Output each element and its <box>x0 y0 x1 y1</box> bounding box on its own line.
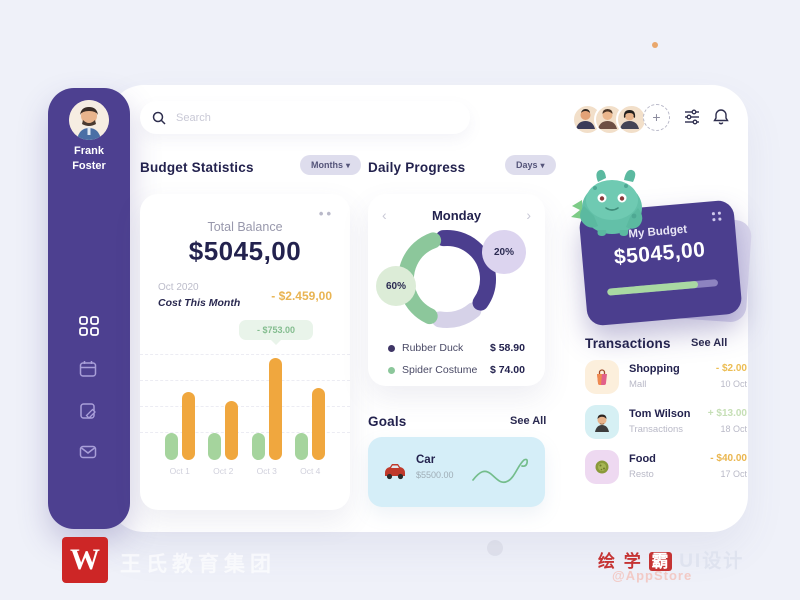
bulbasaur-toy-icon <box>571 169 643 236</box>
filter-settings-button[interactable] <box>683 108 703 128</box>
total-balance-amount: $5045,00 <box>188 236 302 266</box>
transaction-row-food[interactable]: Food Resto - $40.00 17 Oct <box>585 450 747 486</box>
search-input[interactable] <box>174 110 418 125</box>
sidebar-item-notes[interactable] <box>79 402 99 422</box>
person-icon <box>585 405 619 439</box>
next-day-button[interactable]: › <box>526 207 531 223</box>
chevron-down-icon: ▾ <box>540 161 545 170</box>
transactions-see-all[interactable]: See All <box>691 337 728 349</box>
sliders-filter-icon <box>685 109 699 125</box>
donut-svg <box>398 230 496 328</box>
add-member-button[interactable]: + <box>643 104 670 131</box>
sidebar-item-dashboard[interactable] <box>79 316 99 336</box>
legend-item: Spider Costume $ 74.00 <box>388 364 525 378</box>
months-filter-button[interactable]: Months ▾ <box>300 155 362 175</box>
watermark-left-text: 王氏教育集团 <box>120 553 276 576</box>
user-name: Frank Foster <box>72 145 106 172</box>
sidebar: Frank Foster <box>48 88 130 575</box>
goal-name: Car <box>416 454 436 466</box>
donut-badge-60: 60% <box>376 266 416 306</box>
bar-chart: Oct 1 Oct 2 Oct 3 Oct 4 <box>158 352 333 476</box>
watermark-appstore-text: @AppStore <box>612 568 693 583</box>
bar-group: Oct 3 <box>245 352 289 476</box>
bar-tooltip: - $753.00 <box>239 320 313 345</box>
budget-statistics-title: Budget Statistics <box>140 160 254 175</box>
donut-chart <box>382 214 512 344</box>
notification-bell-icon <box>713 109 729 125</box>
total-balance-label: Total Balance <box>207 220 283 234</box>
notifications-button[interactable] <box>712 108 732 128</box>
cost-this-month-value: - $2.459,00 <box>271 289 332 303</box>
car-icon <box>385 464 405 480</box>
goal-sparkline <box>472 458 529 484</box>
calendar-icon <box>79 361 97 377</box>
grid-dashboard-icon <box>79 316 99 336</box>
watermark-logo: W <box>62 537 108 583</box>
prev-day-button[interactable]: ‹ <box>382 207 387 223</box>
cost-this-month-label: Cost This Month <box>158 297 241 309</box>
balance-period: Oct 2020 <box>158 282 199 293</box>
food-icon <box>585 450 619 484</box>
transactions-title: Transactions <box>585 336 671 351</box>
search-icon <box>152 111 166 125</box>
notes-icon <box>80 403 96 419</box>
donut-badge-20: 20% <box>482 230 526 274</box>
legend-item: Rubber Duck $ 58.90 <box>388 342 525 356</box>
card-menu-button[interactable]: •• <box>318 206 334 221</box>
legend-dot-green <box>388 367 395 374</box>
budget-progress-fill <box>607 280 699 296</box>
days-filter-button[interactable]: Days ▾ <box>505 155 556 175</box>
decor-gray-dot <box>487 540 503 556</box>
decor-orange-dot <box>652 42 658 48</box>
transaction-row-shopping[interactable]: Shopping Mall - $2.00 10 Oct <box>585 360 747 396</box>
transaction-row-tom-wilson[interactable]: Tom Wilson Transactions + $13.00 18 Oct <box>585 405 747 441</box>
goal-item-car[interactable]: Car $5500.00 <box>368 437 545 507</box>
daily-progress-title: Daily Progress <box>368 160 466 175</box>
team-avatars: + <box>572 104 670 135</box>
search-bar <box>140 101 470 134</box>
teammate-avatar[interactable] <box>616 104 647 135</box>
budget-progress-track <box>607 279 719 296</box>
goal-amount: $5500.00 <box>416 470 454 480</box>
total-balance-card: •• Total Balance $5045,00 Oct 2020 Cost … <box>140 194 350 510</box>
bar-group: Oct 1 <box>158 352 202 476</box>
goals-see-all[interactable]: See All <box>510 415 547 427</box>
daily-progress-card: ‹ Monday › 20% 60% Rubber Duck $ 58.90 S… <box>368 194 545 386</box>
watermark-right-text: 绘 学 霸 UI设计 <box>598 551 745 572</box>
mail-icon <box>79 445 97 459</box>
avatar-illustration <box>69 100 109 140</box>
legend-dot-purple <box>388 345 395 352</box>
user-avatar[interactable] <box>69 100 109 140</box>
sidebar-item-mail[interactable] <box>79 443 99 463</box>
day-title: Monday <box>431 208 482 223</box>
sidebar-item-calendar[interactable] <box>79 360 99 380</box>
chevron-down-icon: ▾ <box>346 161 351 170</box>
bar-group: Oct 4 <box>289 352 333 476</box>
shopping-bag-icon <box>585 360 619 394</box>
bar-group: Oct 2 <box>202 352 246 476</box>
goals-title: Goals <box>368 414 407 429</box>
